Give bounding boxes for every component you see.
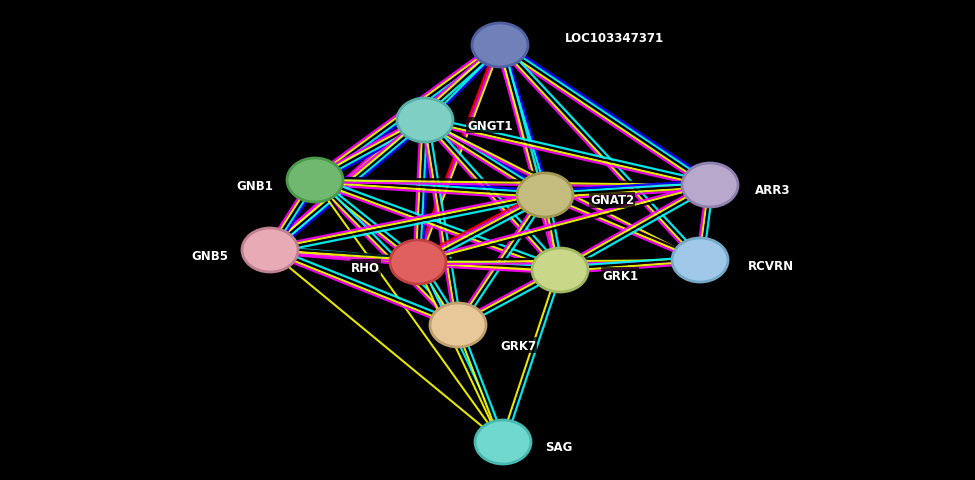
Text: GNGT1: GNGT1 — [467, 119, 513, 132]
Ellipse shape — [517, 174, 573, 217]
Ellipse shape — [672, 239, 728, 282]
Text: SAG: SAG — [545, 441, 572, 454]
Ellipse shape — [532, 249, 588, 292]
Ellipse shape — [287, 159, 343, 203]
Text: LOC103347371: LOC103347371 — [565, 31, 664, 45]
Ellipse shape — [430, 303, 486, 347]
Ellipse shape — [475, 420, 531, 464]
Text: GNB5: GNB5 — [191, 249, 228, 262]
Ellipse shape — [390, 240, 446, 285]
Text: RCVRN: RCVRN — [748, 259, 794, 272]
Text: RHO: RHO — [351, 261, 380, 274]
Text: ARR3: ARR3 — [755, 184, 791, 197]
Text: GNAT2: GNAT2 — [590, 194, 635, 207]
Ellipse shape — [682, 164, 738, 207]
Ellipse shape — [472, 24, 528, 68]
Ellipse shape — [242, 228, 298, 273]
Ellipse shape — [397, 99, 453, 143]
Text: GRK1: GRK1 — [602, 269, 638, 282]
Text: GRK7: GRK7 — [500, 339, 536, 352]
Text: GNB1: GNB1 — [236, 179, 273, 192]
